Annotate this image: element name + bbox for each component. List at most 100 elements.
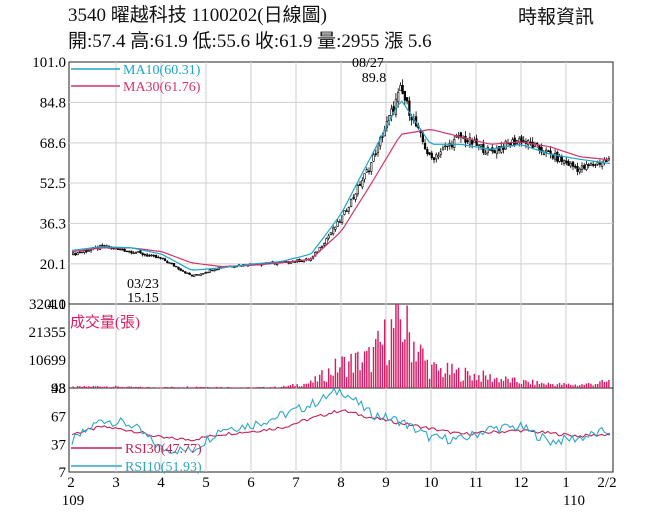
candle (592, 163, 595, 166)
volume-bar (108, 387, 110, 388)
candle (300, 260, 303, 263)
candle (215, 268, 218, 271)
candle (356, 185, 359, 195)
candle (170, 262, 173, 265)
volume-bar (321, 370, 323, 388)
x-tick-label: 2 (67, 475, 75, 491)
candle (596, 162, 599, 165)
candle (166, 261, 169, 263)
volume-title: 成交量(張) (70, 313, 140, 331)
volume-bar (585, 383, 588, 388)
volume-bar (529, 384, 532, 388)
volume-bar (92, 385, 95, 388)
volume-bar (406, 305, 408, 388)
candle (504, 140, 507, 150)
candle (74, 252, 77, 256)
volume-bar (345, 376, 348, 388)
candle (453, 139, 456, 148)
volume-bar (245, 387, 247, 388)
candle (193, 274, 196, 278)
volume-bar (590, 383, 592, 388)
candle (87, 250, 90, 252)
rsi10-line (71, 387, 611, 455)
candle (184, 271, 187, 274)
volume-bar (428, 378, 431, 388)
candle (336, 221, 339, 227)
price-tick-label: 4.0 (47, 297, 66, 313)
volume-bar (388, 360, 390, 388)
candle (130, 250, 133, 254)
volume-bar (94, 386, 97, 388)
volume-bar (240, 387, 242, 388)
candle (172, 262, 176, 267)
volume-bar (119, 387, 121, 388)
volume-bar (146, 386, 148, 388)
volume-bar (301, 386, 303, 388)
candle (332, 227, 335, 235)
volume-bar (522, 379, 525, 388)
volume-bar (287, 385, 290, 388)
candle (206, 271, 209, 274)
volume-bar (511, 377, 514, 388)
candle (190, 274, 194, 277)
candle (334, 226, 337, 230)
volume-bar (148, 386, 151, 388)
volume-bar (536, 380, 538, 388)
candle (354, 193, 357, 200)
price-tick-label: 36.3 (40, 216, 66, 232)
volume-bar (552, 384, 554, 388)
candle (471, 139, 474, 145)
volume-bar (332, 375, 334, 388)
volume-bar (184, 387, 186, 388)
candle (406, 97, 409, 102)
candle (208, 269, 211, 273)
rsi-legend: RSI30(47.77) RSI10(51.93) (71, 442, 202, 475)
volume-bar (341, 356, 343, 388)
volume-bar (112, 386, 115, 388)
volume-bar (193, 387, 195, 388)
candle (154, 255, 158, 258)
candle (553, 153, 557, 160)
volume-bar (392, 328, 395, 388)
candle (370, 162, 373, 172)
candle (569, 163, 572, 167)
x-tick-label: 11 (469, 475, 483, 491)
candle (486, 147, 489, 154)
volume-bar (153, 387, 155, 388)
volume-bar (480, 381, 482, 388)
volume-bars (72, 304, 610, 388)
volume-bar (540, 382, 543, 388)
candle (101, 244, 104, 247)
candle (392, 106, 395, 112)
volume-bar (399, 319, 402, 388)
volume-bar (354, 352, 357, 388)
volume-bar (489, 374, 491, 388)
candle (466, 140, 469, 142)
volume-bar (186, 386, 189, 388)
volume-bar (197, 387, 200, 388)
candle (594, 164, 597, 166)
candle (365, 169, 368, 173)
volume-bar (572, 385, 574, 388)
candle (367, 170, 371, 173)
candle (446, 145, 449, 148)
volume-bar (424, 360, 426, 388)
volume-bar (500, 378, 502, 388)
volume-bar (123, 387, 126, 388)
candle (547, 150, 550, 152)
price-tick-label: 84.8 (40, 95, 66, 111)
candle (513, 137, 516, 145)
volume-bar (581, 384, 583, 388)
candle (128, 250, 131, 253)
volume-bar (422, 348, 424, 388)
high-date-annotation: 08/27 (352, 56, 384, 71)
volume-bar (144, 387, 146, 388)
volume-bar (419, 344, 422, 388)
volume-bar (379, 341, 381, 388)
volume-bar (525, 380, 527, 388)
volume-bar (554, 386, 556, 388)
volume-bar (289, 385, 292, 388)
candle (327, 235, 330, 239)
candle (576, 166, 579, 172)
candle (197, 274, 200, 276)
